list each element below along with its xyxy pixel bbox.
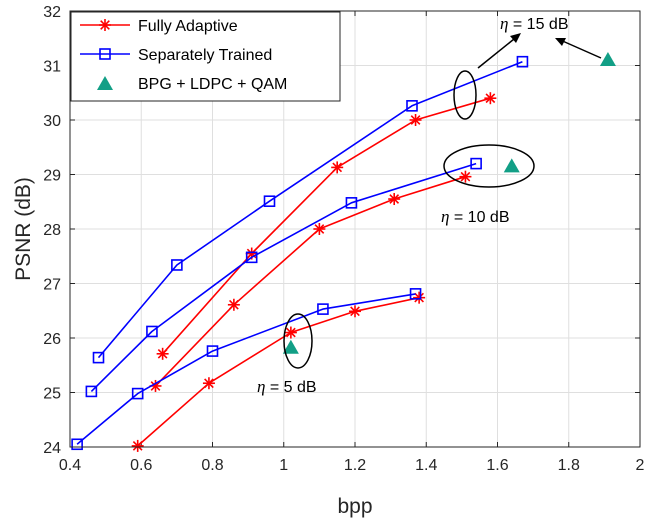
square-marker (263, 195, 276, 208)
series-separately-trained-10-db (85, 157, 482, 398)
eta15-ellipse (453, 70, 477, 120)
eta10-ellipse (443, 144, 535, 188)
triangle-marker (599, 52, 616, 67)
x-tick-label: 2 (636, 457, 645, 474)
square-marker (245, 251, 258, 264)
y-tick-label: 26 (43, 331, 61, 348)
legend-label-fully-adaptive: Fully Adaptive (138, 18, 238, 35)
square-marker (206, 345, 219, 357)
triangle-marker (97, 76, 113, 90)
legend-item-fully-adaptive: Fully Adaptive (80, 18, 238, 35)
legend-label-bpg: BPG + LDPC + QAM (138, 76, 287, 93)
eta15-arrow-right-head (555, 38, 566, 46)
asterisk-marker (413, 291, 426, 304)
square-marker (406, 100, 418, 112)
asterisk-marker (484, 92, 497, 105)
series-fully-adaptive-15-db (156, 92, 497, 360)
eta15-symbol: η (500, 14, 508, 33)
legend: Fully Adaptive Separately Trained BPG + … (70, 11, 341, 102)
y-tick-label: 28 (43, 222, 61, 239)
x-tick-label: 0.6 (130, 457, 152, 474)
series-bpg-ldpc-qam (282, 52, 616, 354)
legend-item-separately-trained: Separately Trained (80, 47, 272, 64)
x-tick-label: 1 (279, 457, 288, 474)
eta5-text: = 5 dB (265, 379, 316, 396)
eta10-label: η = 10 dB (441, 207, 509, 226)
asterisk-marker (284, 326, 297, 339)
x-tick-label: 0.8 (201, 457, 223, 474)
y-tick-label: 30 (43, 113, 61, 130)
y-tick-label: 32 (43, 4, 61, 21)
ticks: 0.4 0.6 0.8 1 1.2 1.4 1.6 1.8 2 24 25 26 27 28 29 30 31 3… (43, 4, 644, 474)
series-separately-trained-15-db (92, 55, 529, 364)
asterisk-marker (459, 170, 472, 183)
asterisk-marker (202, 377, 215, 390)
eta15-arrow-left-head (510, 33, 521, 43)
x-tick-label: 0.4 (59, 457, 81, 474)
square-marker (92, 351, 105, 364)
square-marker (99, 48, 111, 60)
axes-box (69, 10, 641, 448)
legend-box (70, 11, 341, 102)
y-axis-label: PSNR (dB) (12, 177, 35, 281)
grid (70, 11, 640, 447)
x-tick-label: 1.8 (558, 457, 580, 474)
annotations: η = 15 dB η = 10 dB η = 5 dB (257, 14, 602, 396)
triangle-marker (503, 158, 520, 173)
eta5-symbol: η (257, 377, 265, 396)
eta15-label: η = 15 dB (500, 14, 568, 33)
asterisk-marker (331, 161, 344, 174)
legend-marker-square (99, 48, 111, 60)
asterisk-marker (227, 298, 240, 311)
asterisk-marker (313, 223, 326, 235)
eta10-symbol: η (441, 207, 449, 226)
series-fully-adaptive-5-db (131, 291, 426, 452)
legend-label-separately-trained: Separately Trained (138, 47, 272, 64)
x-axis-label: bpp (337, 495, 372, 518)
series-line (76, 293, 416, 445)
y-tick-label: 27 (43, 277, 61, 294)
asterisk-marker (99, 19, 111, 31)
y-tick-label: 24 (43, 440, 61, 457)
series-fully-adaptive-10-db (149, 170, 472, 392)
x-tick-label: 1.2 (344, 457, 366, 474)
y-tick-label: 29 (43, 168, 61, 185)
square-marker (516, 55, 529, 68)
eta5-ellipse (283, 313, 313, 369)
triangle-marker (282, 339, 299, 354)
square-marker (71, 438, 83, 451)
eta15-text: = 15 dB (508, 16, 568, 33)
asterisk-marker (156, 347, 169, 360)
square-marker (345, 197, 358, 209)
series-line (90, 162, 477, 392)
series-line (97, 60, 523, 359)
y-tick-label: 25 (43, 386, 61, 403)
legend-item-bpg: BPG + LDPC + QAM (97, 76, 287, 93)
y-tick-label: 31 (43, 59, 61, 76)
square-marker (409, 288, 422, 300)
x-tick-label: 1.4 (415, 457, 437, 474)
legend-marker-triangle (97, 76, 113, 90)
asterisk-marker (388, 193, 401, 206)
legend-marker-asterisk (99, 19, 111, 31)
square-marker (470, 157, 482, 170)
square-marker (171, 259, 183, 271)
series-separately-trained-5-db (71, 288, 422, 451)
asterisk-marker (409, 114, 422, 126)
asterisk-marker (131, 439, 144, 452)
square-marker (317, 303, 329, 315)
eta5-label: η = 5 dB (257, 377, 317, 396)
square-marker (146, 325, 158, 338)
square-marker (85, 385, 98, 398)
eta15-arrow-right (557, 38, 602, 59)
x-tick-label: 1.6 (486, 457, 508, 474)
eta15-arrow-left (477, 34, 520, 69)
square-marker (131, 387, 144, 400)
asterisk-marker (349, 305, 361, 318)
eta10-text: = 10 dB (449, 209, 509, 226)
series-layer (71, 52, 616, 452)
asterisk-marker (149, 379, 162, 392)
